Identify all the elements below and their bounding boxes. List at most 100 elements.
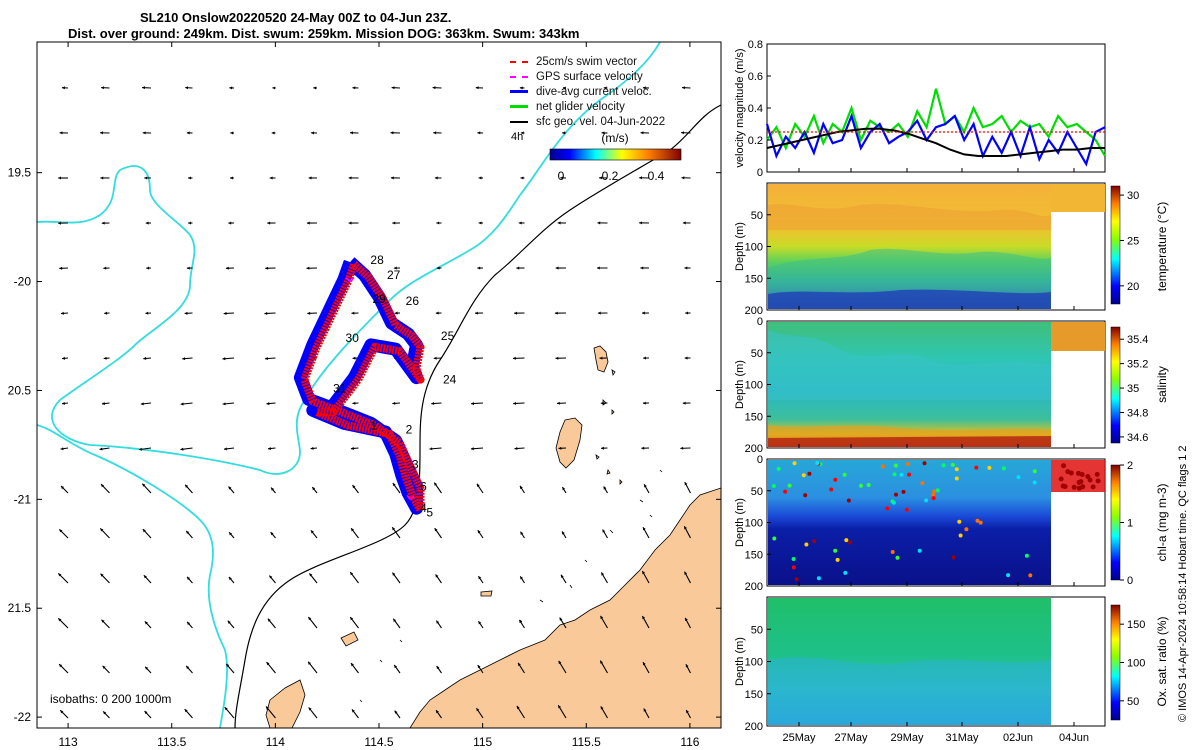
velocity-arrow [349,616,359,629]
velocity-arrow [470,447,484,451]
velocity-ylabel: velocity magnitude (m/s) [734,48,746,167]
map-ytick-label: -20 [14,275,32,289]
velocity-arrow [222,357,235,361]
velocity-arrow [266,402,276,406]
velocity-arrow [144,620,152,629]
velocity-arrow [308,176,318,180]
velocity-arrow [307,661,318,674]
depth-tick-label: 150 [745,273,763,285]
velocity-arrow [643,483,650,494]
chl-sample-dot [974,465,979,470]
map-ytick-label: -22 [14,710,32,724]
velocity-arrow [600,572,608,584]
velocity-arrow [101,619,110,629]
chl-sample-dot [846,498,851,503]
chl-sample-dot [1090,484,1096,490]
chl-sample-dot [1032,469,1037,474]
velocity-arrow [558,660,567,674]
isobaths-label: isobaths: 0 200 1000m [50,692,171,706]
track-day-label: 5 [426,505,433,519]
temperature-panel [766,182,1121,311]
velocity-arrow [642,86,650,90]
chl-sample-dot [950,462,955,467]
chl-sample-dot [932,489,937,494]
velocity-arrow [601,446,608,450]
chl-sample-dot [816,576,821,581]
depth-axis-label: Depth (m) [734,222,746,271]
map-x-ticks: 113 113.5 114 114.5 115 115.5 116 [59,42,700,749]
velocity-arrow [390,131,401,135]
velocity-arrow [225,663,235,674]
velocity-arrow [306,221,318,225]
colorbar-tick-label: 2 [1127,460,1133,472]
velocity-arrow [351,311,359,315]
velocity-arrow [140,402,152,406]
velocity-arrow [434,176,442,180]
colorbar-tick-label: 20 [1127,281,1139,293]
velocity-arrow [685,664,691,674]
velocity-arrow [100,176,110,180]
velocity-arrow [350,662,359,674]
velocity-arrow [57,617,69,629]
colorbar-tick-1: 0.2 [602,169,619,183]
velocity-arrow [520,176,525,180]
colorbar-tick-label: 100 [1127,658,1145,670]
chl-sample-dot [904,507,909,512]
salinity-panel [766,320,1121,449]
velocity-arrow [265,706,276,719]
velocity-arrow [180,402,193,406]
velocity-arrow [227,620,235,629]
land-island-1 [555,417,583,469]
chl-sample-dot [1028,573,1033,578]
chl-sample-dot [791,565,796,570]
map-ytick-label: 20.5 [8,383,32,397]
velocity-arrow [682,221,691,225]
velocity-arrow [600,706,608,719]
velocity-ytick-label: 0.8 [748,39,763,51]
chl-sample-dot [890,499,895,504]
velocity-arrow [391,526,401,539]
velocity-arrow [519,576,525,584]
gps-surface-velocity-arrow [345,277,355,283]
velocity-arrow [350,131,359,135]
velocity-arrow [104,311,110,315]
chl-sample-dot [890,550,895,554]
velocity-arrow [478,575,484,584]
depth-tick-label: 150 [745,549,763,561]
velocity-arrow [639,221,650,225]
velocity-arrow [680,446,691,450]
chl-sample-dot [771,484,776,488]
velocity-arrow [472,356,484,360]
velocity-arrow [641,570,650,584]
chl-sample-dot [833,477,838,482]
chl-sample-dot [951,555,956,560]
velocity-arrow [681,131,691,135]
velocity-arrow [641,446,650,450]
chl-sample-dot [987,465,992,470]
velocity-ytick-label: 0.4 [748,103,763,115]
velocity-arrow [684,356,691,360]
chl-sample-dot [794,577,799,582]
map-xtick-label: 113 [59,735,78,749]
colorbar-tick-label: 0 [1127,575,1133,587]
velocity-arrow [59,131,69,135]
velocity-arrow [475,311,484,315]
velocity-arrow [602,529,608,539]
chl-sample-dot [957,519,962,524]
map-legend: 25cm/s swim vector GPS surface velocity … [510,55,705,130]
velocity-series-line [766,127,1105,157]
chl-sample-dot [931,496,936,501]
oxygen-panel [766,596,1121,727]
velocity-arrow [100,131,110,135]
velocity-arrow [184,708,193,719]
velocity-arrow [597,311,608,315]
velocity-arrow [640,266,650,270]
isobath-1000m-south [37,424,228,728]
velocity-arrow [477,664,484,674]
chl-sample-dot [843,570,848,575]
velocity-arrow [561,486,567,494]
velocity-arrow [392,572,401,584]
chl-sample-dot [975,518,980,523]
velocity-arrow [436,221,442,225]
